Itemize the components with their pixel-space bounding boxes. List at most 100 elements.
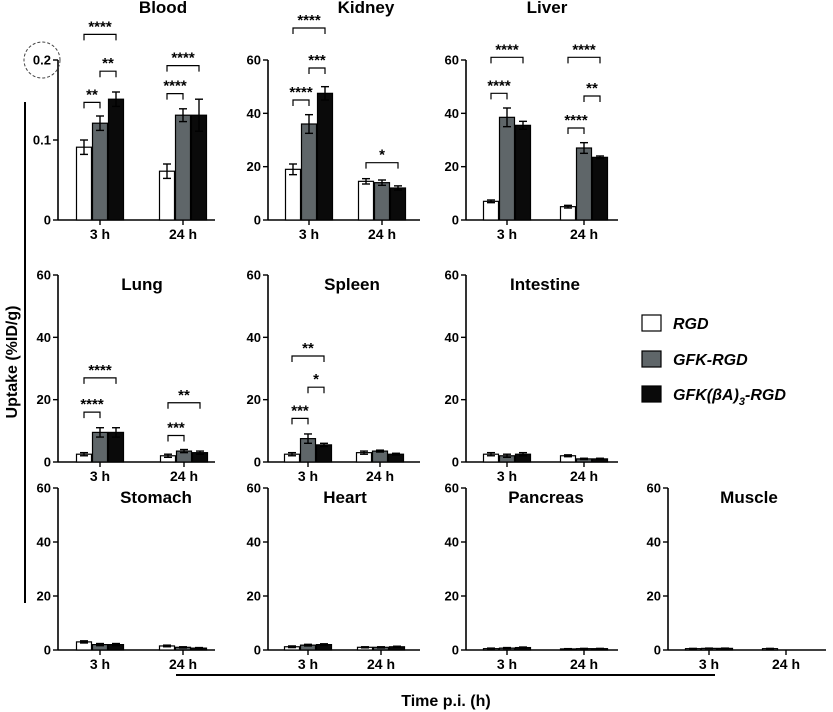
significance-label: ****	[163, 78, 187, 95]
x-tick-label: 24 h	[170, 468, 198, 484]
significance-label: ****	[289, 84, 313, 101]
error-bar	[289, 163, 297, 176]
panel-muscle: Muscle 0 20 40 60 3 h 24 h	[647, 481, 826, 672]
error-bar	[96, 642, 104, 647]
legend-label-suffix: -RGD	[745, 387, 786, 404]
error-bar	[503, 107, 511, 128]
significance-bracket-line	[291, 417, 309, 425]
error-bar	[196, 450, 204, 455]
bar-rgd-3-h	[75, 146, 93, 221]
significance-bracket-line	[307, 386, 325, 394]
error-bar	[393, 645, 401, 648]
x-tick-label: 3 h	[699, 656, 719, 672]
x-tick-label: 3 h	[497, 468, 517, 484]
significance-label: ****	[88, 362, 112, 379]
significance-label: ****	[487, 77, 511, 94]
panel-title: Heart	[323, 488, 367, 507]
panel-title: Blood	[139, 0, 187, 17]
legend-label: GFK(βA)3-RGD	[673, 387, 786, 408]
bar-gfk-a-3-rgd-3-h	[107, 98, 125, 221]
error-bar	[564, 204, 572, 209]
significance-bracket-line	[83, 411, 101, 419]
error-bar	[394, 185, 402, 191]
error-bar	[195, 646, 203, 650]
error-bar	[112, 427, 120, 438]
y-tick-label: 20	[445, 392, 459, 407]
significance-bracket: ***	[167, 420, 185, 442]
significance-bracket: ****	[166, 50, 200, 72]
error-bar	[288, 645, 296, 649]
y-tick-label: 60	[247, 53, 261, 68]
significance-label: ****	[88, 18, 112, 35]
bar-gfk-a-3-rgd-3-h	[316, 92, 334, 221]
error-bar	[288, 451, 296, 457]
significance-bracket-line	[567, 127, 585, 134]
significance-bracket: ****	[163, 78, 187, 100]
significance-bracket-line	[490, 92, 508, 100]
panel-title: Liver	[527, 0, 568, 17]
y-tick-label: 20	[247, 392, 261, 407]
legend-label-main: RGD	[673, 316, 709, 333]
x-tick-label: 3 h	[298, 468, 318, 484]
legend-label: RGD	[673, 316, 709, 333]
significance-bracket: ****	[83, 362, 117, 384]
error-bar	[580, 647, 588, 650]
significance-bracket: ****	[564, 112, 588, 134]
y-tick-label: 60	[37, 481, 51, 496]
error-bar	[377, 646, 385, 649]
bar-gfk-rgd-24-h	[371, 450, 389, 463]
error-bar	[195, 98, 203, 132]
significance-bracket: **	[167, 387, 201, 409]
significance-label: ****	[572, 41, 596, 58]
panel-pancreas: Pancreas 0 20 40 60 3 h 24 h	[445, 481, 618, 672]
significance-bracket: *	[307, 371, 325, 394]
significance-bracket: ***	[308, 52, 326, 74]
error-bar	[96, 427, 104, 438]
significance-label: ***	[308, 52, 326, 69]
y-tick-label: 60	[445, 268, 459, 283]
bar-gfk-a-3-rgd-24-h	[591, 156, 609, 221]
y-tick-label: 0	[254, 213, 261, 228]
error-bar	[305, 113, 313, 135]
x-tick-label: 24 h	[169, 656, 197, 672]
significance-bracket-line	[83, 33, 117, 41]
error-bar	[80, 451, 88, 457]
legend-label-main: GFK(βA)	[673, 387, 739, 404]
y-tick-label: 60	[647, 481, 661, 496]
error-bar	[164, 453, 172, 459]
panel-title: Stomach	[120, 488, 192, 507]
panel-title: Spleen	[324, 275, 380, 294]
highlighted-tick-circle	[23, 41, 61, 79]
legend: RGD GFK-RGD GFK(βA)3-RGD	[641, 314, 786, 408]
bar-gfk-a-3-rgd-3-h	[315, 444, 333, 463]
x-tick-label: 24 h	[368, 226, 396, 242]
x-tick-label: 3 h	[90, 656, 110, 672]
error-bar	[392, 452, 400, 456]
x-tick-label: 3 h	[298, 656, 318, 672]
error-bar	[689, 647, 697, 650]
significance-label: **	[178, 387, 190, 404]
error-bar	[519, 451, 527, 457]
significance-bracket-line	[83, 101, 101, 109]
significance-bracket-line	[365, 162, 399, 169]
bar-rgd-24-h	[357, 180, 375, 221]
legend-swatch	[641, 350, 662, 368]
significance-bracket-line	[292, 27, 326, 34]
error-bar	[596, 155, 604, 160]
error-bar	[580, 457, 588, 461]
y-tick-label: 20	[247, 589, 261, 604]
error-bar	[596, 647, 604, 650]
panel-stomach: Stomach 0 20 40 60 3 h 24 h	[37, 481, 215, 672]
significance-bracket-line	[167, 434, 185, 442]
significance-bracket-line	[166, 93, 184, 100]
significance-label: *	[313, 371, 319, 388]
error-bar	[179, 646, 187, 649]
error-bar	[361, 646, 369, 649]
legend-item-gfk-a-3-rgd: GFK(βA)3-RGD	[641, 385, 786, 408]
x-tick-label: 24 h	[772, 656, 800, 672]
error-bar	[179, 108, 187, 123]
error-bar	[80, 139, 88, 156]
